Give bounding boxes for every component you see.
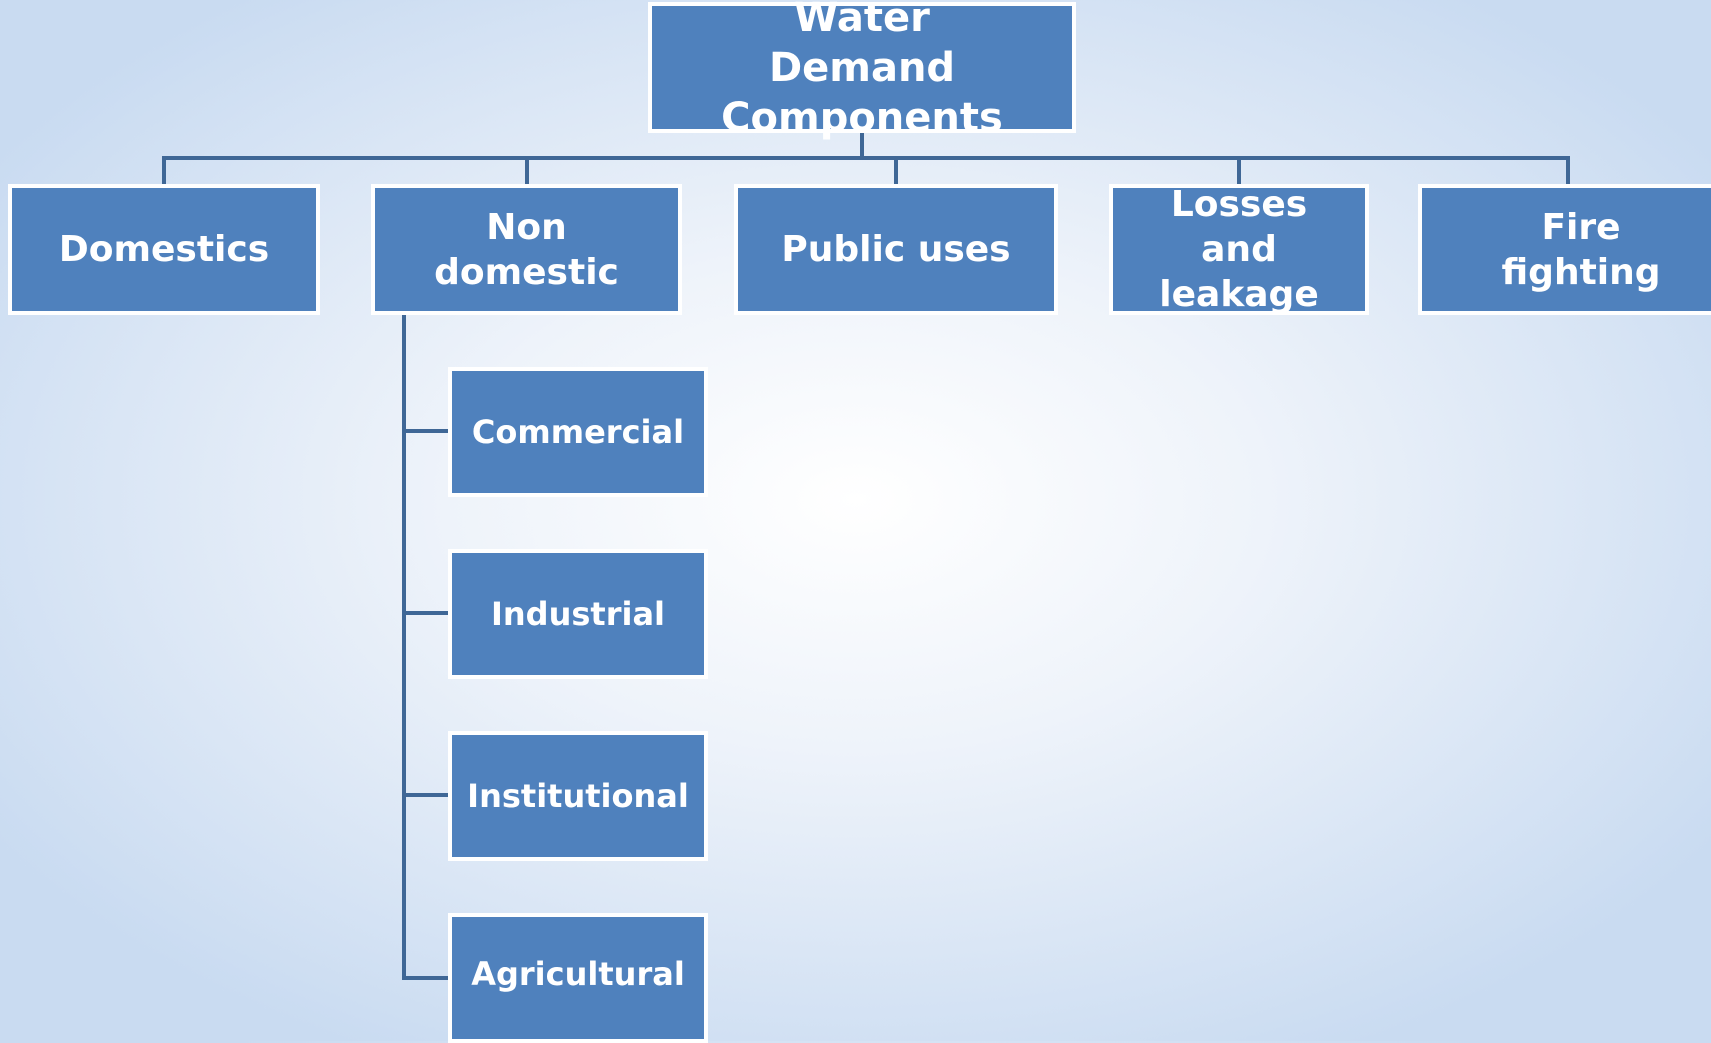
node: Losses and leakage	[1109, 184, 1369, 315]
sub-node: Agricultural	[448, 913, 708, 1043]
sub-node: Commercial	[448, 367, 708, 497]
node: Domestics	[8, 184, 320, 315]
node: Non domestic	[371, 184, 682, 315]
root-node: Water Demand Components	[648, 0, 1076, 141]
sub-node: Industrial	[448, 549, 708, 679]
node: Public uses	[734, 184, 1058, 315]
sub-node: Institutional	[448, 731, 708, 861]
node: Fire fighting	[1418, 184, 1711, 315]
